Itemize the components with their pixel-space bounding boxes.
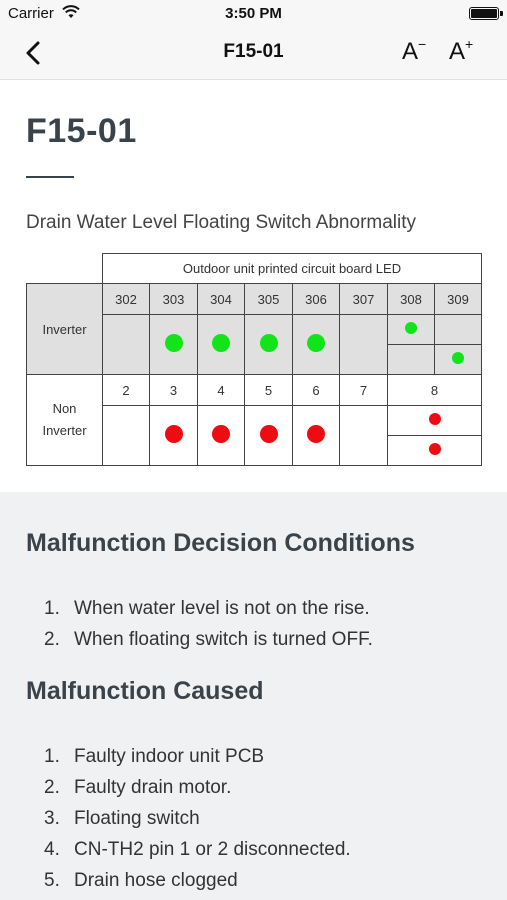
- back-chevron-icon[interactable]: [22, 40, 46, 66]
- status-bar: Carrier 3:50 PM: [0, 0, 507, 28]
- non-inverter-col-3: 3: [149, 374, 198, 406]
- green-led: [259, 334, 278, 352]
- list-number: 3.: [44, 808, 60, 829]
- red-led: [259, 425, 278, 443]
- inverter-col-306: 306: [292, 283, 340, 315]
- inverter-col-307: 307: [339, 283, 388, 315]
- minus-sign: −: [418, 36, 427, 52]
- list-text: When floating switch is turned OFF.: [74, 629, 373, 650]
- green-led: [307, 334, 325, 352]
- increase-font-label: A: [449, 38, 466, 65]
- non-inverter-led-2: [102, 405, 150, 466]
- list-item: 4. CN-TH2 pin 1 or 2 disconnected.: [44, 839, 351, 861]
- non-inverter-col-7: 7: [339, 374, 388, 406]
- list-number: 5.: [44, 870, 60, 891]
- list-text: Faulty drain motor.: [74, 777, 232, 798]
- nav-title: F15-01: [223, 41, 284, 62]
- decrease-font-button[interactable]: A−: [402, 36, 427, 66]
- increase-font-button[interactable]: A+: [449, 36, 474, 66]
- battery-icon: [469, 7, 503, 20]
- red-led: [428, 413, 441, 425]
- red-led: [307, 425, 325, 443]
- inverter-led-307: [339, 314, 388, 375]
- list-item: 2. When floating switch is turned OFF.: [44, 629, 373, 651]
- navigation-bar: F15-01 A− A+: [0, 28, 507, 80]
- error-description: Drain Water Level Floating Switch Abnorm…: [26, 212, 417, 233]
- non-inverter-col-4: 4: [197, 374, 245, 406]
- list-text: When water level is not on the rise.: [74, 598, 370, 619]
- red-led: [164, 425, 183, 443]
- inverter-col-304: 304: [197, 283, 245, 315]
- decision-conditions-heading: Malfunction Decision Conditions: [26, 529, 415, 557]
- list-text: Floating switch: [74, 808, 200, 829]
- non-inverter-col-8: 8: [387, 374, 482, 406]
- non-inverter-led-4: [197, 405, 245, 466]
- red-led: [428, 443, 441, 455]
- inverter-col-309: 309: [434, 283, 482, 315]
- causes-heading: Malfunction Caused: [26, 677, 264, 705]
- list-item: 1. Faulty indoor unit PCB: [44, 746, 264, 768]
- inverter-led-306: [292, 314, 340, 375]
- clock: 3:50 PM: [225, 5, 282, 22]
- non-inverter-led-3: [149, 405, 198, 466]
- non-inverter-col-5: 5: [244, 374, 293, 406]
- non-inverter-col-2: 2: [102, 374, 150, 406]
- carrier-label: Carrier: [8, 5, 54, 22]
- table-corner: [27, 254, 103, 284]
- led-table: Outdoor unit printed circuit board LED I…: [26, 253, 482, 466]
- non-inverter-col-6: 6: [292, 374, 340, 406]
- green-led: [405, 322, 417, 334]
- inverter-led-305: [244, 314, 293, 375]
- green-led: [164, 334, 183, 352]
- inverter-col-303: 303: [149, 283, 198, 315]
- non-inverter-label: Non Inverter: [26, 374, 103, 466]
- list-item: 3. Floating switch: [44, 808, 200, 830]
- non-inverter-label-line1: Non: [52, 401, 77, 416]
- led-table-header: Outdoor unit printed circuit board LED: [102, 253, 482, 284]
- inverter-led-308-lower: [387, 344, 435, 375]
- non-inverter-led-7: [339, 405, 388, 466]
- non-inverter-led-8-lower: [387, 435, 482, 466]
- inverter-col-305: 305: [244, 283, 293, 315]
- page-title: F15-01: [26, 112, 137, 150]
- details-section: [0, 492, 507, 900]
- red-led: [212, 425, 230, 443]
- list-item: 1. When water level is not on the rise.: [44, 598, 370, 620]
- non-inverter-led-6: [292, 405, 340, 466]
- inverter-led-303: [149, 314, 198, 375]
- inverter-col-308: 308: [387, 283, 435, 315]
- title-divider: [26, 176, 74, 178]
- non-inverter-led-5: [244, 405, 293, 466]
- list-number: 2.: [44, 777, 60, 798]
- inverter-led-304: [197, 314, 245, 375]
- list-item: 5. Drain hose clogged: [44, 870, 238, 892]
- list-text: Faulty indoor unit PCB: [74, 746, 265, 767]
- inverter-led-309-upper: [434, 314, 482, 345]
- green-led: [212, 334, 230, 352]
- wifi-icon: [62, 5, 80, 18]
- inverter-led-302: [102, 314, 150, 375]
- list-number: 2.: [44, 629, 60, 650]
- list-number: 4.: [44, 839, 60, 860]
- inverter-led-308-upper: [387, 314, 435, 345]
- non-inverter-label-line2: Inverter: [42, 423, 87, 438]
- list-number: 1.: [44, 746, 60, 767]
- inverter-led-309-lower: [434, 344, 482, 375]
- list-number: 1.: [44, 598, 60, 619]
- list-text: Drain hose clogged: [74, 870, 238, 891]
- plus-sign: +: [465, 36, 474, 52]
- inverter-label: Inverter: [26, 283, 103, 375]
- decrease-font-label: A: [402, 38, 419, 65]
- non-inverter-led-8-upper: [387, 405, 482, 436]
- list-text: CN-TH2 pin 1 or 2 disconnected.: [74, 839, 351, 860]
- green-led: [452, 352, 464, 364]
- inverter-col-302: 302: [102, 283, 150, 315]
- list-item: 2. Faulty drain motor.: [44, 777, 231, 799]
